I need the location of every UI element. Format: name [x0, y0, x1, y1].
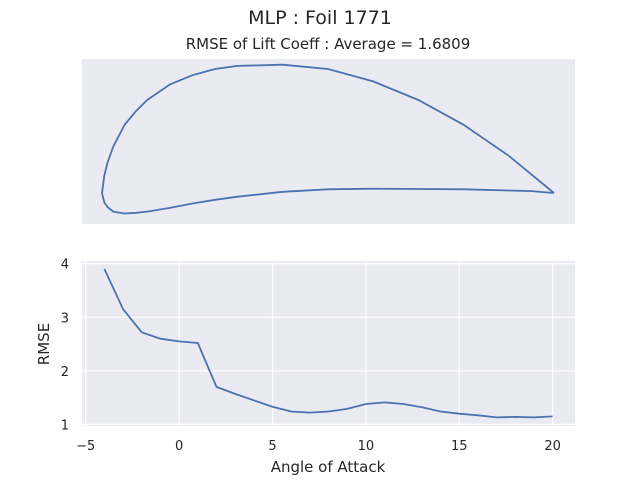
- y-tick-label: 1: [61, 418, 69, 433]
- x-tick-label: 0: [175, 439, 183, 454]
- y-tick-label: 3: [61, 311, 69, 326]
- x-tick-label: −5: [76, 439, 95, 454]
- rmse-series-line: [103, 268, 553, 419]
- figure-title: RMSE of Lift Coeff : Average = 1.6809: [186, 35, 471, 53]
- airfoil-axes-background: [82, 59, 575, 224]
- rmse-tick-labels: −5 0 5 10 15 20 1 2 3 4: [61, 258, 561, 454]
- figure-suptitle: MLP : Foil 1771: [248, 7, 392, 29]
- y-axis-label: RMSE: [35, 323, 53, 365]
- airfoil-profile-line: [101, 63, 555, 215]
- airfoil-panel: [82, 59, 575, 224]
- x-tick-label: 20: [544, 439, 561, 454]
- y-tick-label: 4: [61, 258, 69, 273]
- rmse-axes-background: [82, 261, 575, 426]
- y-tick-label: 2: [61, 365, 69, 380]
- rmse-panel: −5 0 5 10 15 20 1 2 3 4 Angle of Attack RMSE: [35, 258, 575, 476]
- x-tick-label: 15: [451, 439, 468, 454]
- x-tick-label: 5: [268, 439, 276, 454]
- rmse-gridlines: [82, 261, 575, 426]
- x-axis-label: Angle of Attack: [271, 458, 386, 476]
- x-tick-label: 10: [358, 439, 375, 454]
